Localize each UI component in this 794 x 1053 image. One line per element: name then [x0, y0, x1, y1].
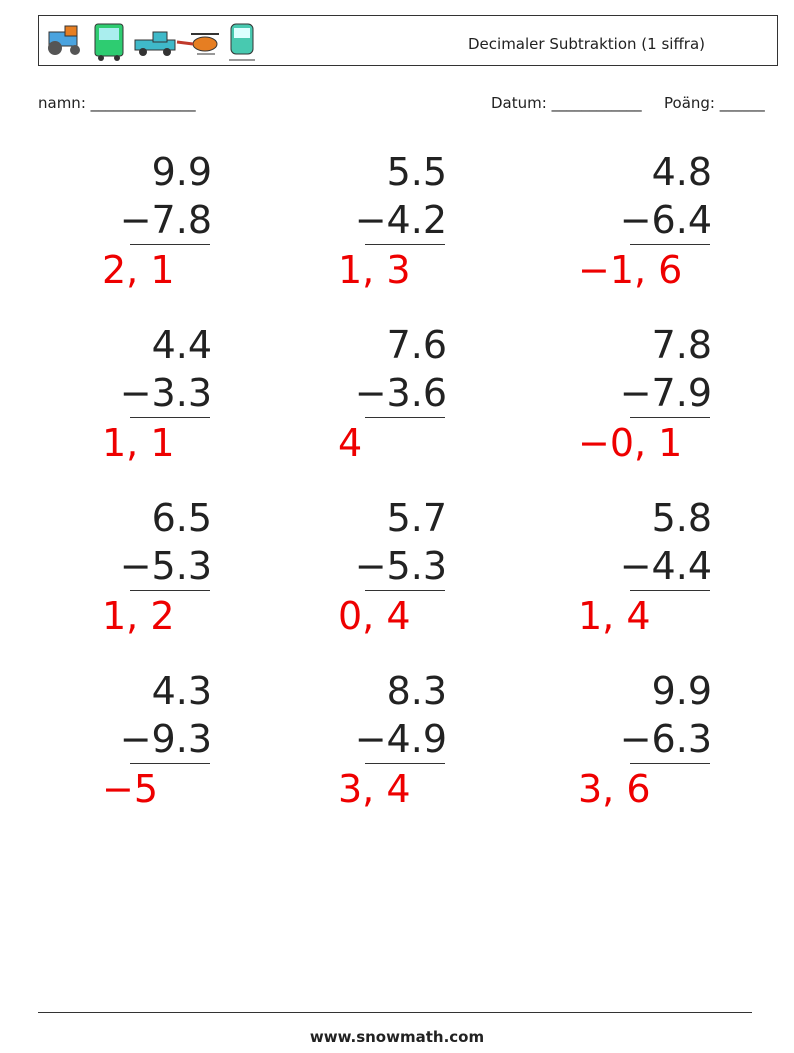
subtrahend: −9.3: [119, 717, 212, 761]
answer: 3, 6: [578, 767, 651, 811]
answer: −5: [102, 767, 159, 811]
subtrahend: −7.9: [619, 371, 712, 415]
answer-line: [130, 763, 210, 764]
minuend: 8.3: [386, 669, 447, 713]
subtrahend: −4.2: [354, 198, 447, 242]
answer-line: [365, 244, 445, 245]
answer: 3, 4: [338, 767, 411, 811]
footer-url: www.snowmath.com: [309, 1028, 485, 1046]
header-box: [38, 15, 778, 66]
subtrahend: −6.4: [619, 198, 712, 242]
minuend: 5.7: [386, 496, 447, 540]
answer-line: [365, 417, 445, 418]
subtrahend: −5.3: [354, 544, 447, 588]
answer: 1, 3: [338, 248, 411, 292]
answer-line: [130, 590, 210, 591]
score-field: Poäng: ______: [664, 94, 765, 112]
answer: 1, 1: [102, 421, 175, 465]
answer-line: [630, 763, 710, 764]
answer-line: [630, 417, 710, 418]
title: Decimaler Subtraktion (1 siffra): [468, 35, 705, 53]
subtrahend: −7.8: [119, 198, 212, 242]
minuend: 5.8: [651, 496, 712, 540]
answer-line: [630, 244, 710, 245]
name-field: namn: ______________: [38, 94, 196, 112]
answer: 1, 4: [578, 594, 651, 638]
answer-line: [130, 417, 210, 418]
answer: 0, 4: [338, 594, 411, 638]
minuend: 7.6: [386, 323, 447, 367]
answer-line: [365, 763, 445, 764]
minuend: 9.9: [651, 669, 712, 713]
minuend: 7.8: [651, 323, 712, 367]
answer-line: [130, 244, 210, 245]
subtrahend: −5.3: [119, 544, 212, 588]
answer-line: [630, 590, 710, 591]
answer-line: [365, 590, 445, 591]
subtrahend: −6.3: [619, 717, 712, 761]
footer-rule: [38, 1012, 752, 1013]
answer: 1, 2: [102, 594, 175, 638]
answer: 2, 1: [102, 248, 175, 292]
answer: −1, 6: [578, 248, 683, 292]
vehicle-icons: [48, 23, 255, 61]
subtrahend: −4.9: [354, 717, 447, 761]
minuend: 5.5: [386, 150, 447, 194]
subtrahend: −4.4: [619, 544, 712, 588]
minuend: 4.4: [151, 323, 212, 367]
subtrahend: −3.3: [119, 371, 212, 415]
answer: −0, 1: [578, 421, 683, 465]
minuend: 9.9: [151, 150, 212, 194]
date-field: Datum: ____________: [491, 94, 642, 112]
subtrahend: −3.6: [354, 371, 447, 415]
minuend: 4.3: [151, 669, 212, 713]
answer: 4: [338, 421, 363, 465]
minuend: 6.5: [151, 496, 212, 540]
minuend: 4.8: [651, 150, 712, 194]
